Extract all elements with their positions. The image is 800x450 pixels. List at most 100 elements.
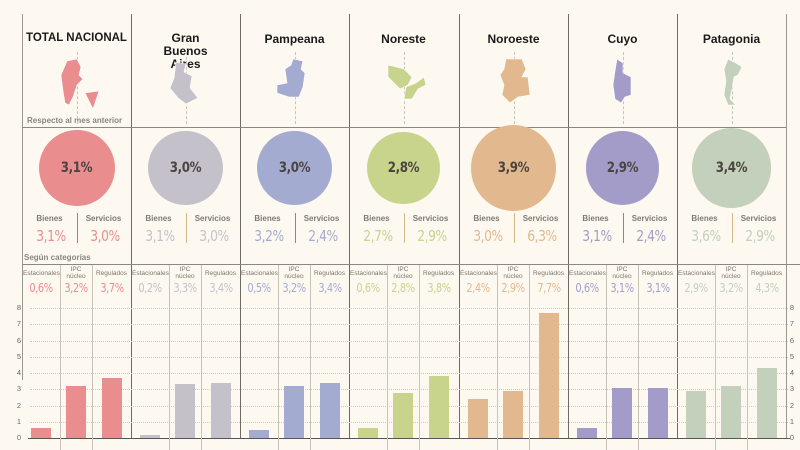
bar-estacionales xyxy=(249,429,269,438)
category-label-ipc-nucleo: IPC núcleo xyxy=(393,266,413,280)
total-value: 3,0% xyxy=(278,159,311,176)
bar-ipc-nucleo xyxy=(393,392,413,438)
bienes-label: Bienes xyxy=(363,214,390,223)
noreste-map-icon xyxy=(382,55,430,110)
category-value-estacionales: 2,9% xyxy=(684,281,708,295)
bar-ipc-nucleo xyxy=(612,387,632,438)
cuyo-map-icon xyxy=(601,55,649,110)
bar-regulados xyxy=(756,368,777,438)
subcolumn-divider xyxy=(92,265,93,450)
bienes-servicios-divider xyxy=(185,213,187,243)
servicios-value: 2,9% xyxy=(744,227,775,245)
servicios-value: 3,0% xyxy=(89,227,120,245)
bar-ipc-nucleo xyxy=(503,390,523,438)
bar-regulados xyxy=(319,382,340,438)
gridline xyxy=(30,356,788,358)
category-value-estacionales: 2,4% xyxy=(466,281,490,295)
category-label-ipc-nucleo: IPC núcleo xyxy=(284,266,304,280)
y-tick-label-right: 3 xyxy=(789,384,795,394)
total-value: 3,9% xyxy=(497,159,530,176)
bar-ipc-nucleo xyxy=(284,386,304,438)
y-tick-label-right: 4 xyxy=(789,368,795,377)
y-tick-label-right: 5 xyxy=(789,351,795,361)
category-value-ipc-nucleo: 3,3% xyxy=(173,281,197,295)
column-divider xyxy=(568,14,569,438)
subcolumn-divider xyxy=(419,265,420,450)
bienes-label: Bienes xyxy=(582,214,609,223)
category-label-regulados: Regulados xyxy=(750,270,783,277)
bienes-servicios-divider xyxy=(513,213,515,243)
category-value-estacionales: 0,6% xyxy=(575,281,599,295)
y-tick-label-right: 7 xyxy=(789,319,795,329)
subhead-monthly: Respecto al mes anterior xyxy=(27,116,123,125)
servicios-value: 6,3% xyxy=(526,227,557,245)
subcolumn-divider xyxy=(606,265,607,450)
y-tick-label-left: 0 xyxy=(16,433,22,442)
total-value: 3,1% xyxy=(60,160,93,176)
bar-estacionales xyxy=(577,428,597,438)
y-tick-label-right: 2 xyxy=(789,400,795,410)
bar-estacionales xyxy=(358,428,378,438)
y-tick-label-right: 0 xyxy=(789,433,795,442)
gridline xyxy=(30,389,788,391)
category-label-ipc-nucleo: IPC núcleo xyxy=(721,266,741,280)
servicios-label: Servicios xyxy=(194,214,231,223)
subcolumn-divider xyxy=(638,265,639,450)
total-value: 2,8% xyxy=(387,159,420,176)
y-tick-label-right: 8 xyxy=(789,303,795,312)
gridline xyxy=(30,308,788,309)
bienes-value: 3,1% xyxy=(144,227,175,245)
y-tick-label-left: 1 xyxy=(16,416,22,426)
gridline xyxy=(30,324,788,326)
y-tick-label-right: 6 xyxy=(789,335,795,345)
center-guide xyxy=(403,52,405,124)
total-circle: 3,1% xyxy=(38,130,115,206)
region-title: Pampeana xyxy=(264,32,325,46)
subcolumn-divider xyxy=(715,265,716,450)
bar-estacionales xyxy=(140,434,160,438)
bienes-servicios-divider xyxy=(622,213,624,243)
y-tick-label-left: 2 xyxy=(16,400,22,410)
total-circle: 3,9% xyxy=(470,125,557,211)
category-value-regulados: 3,4% xyxy=(208,281,233,295)
category-value-estacionales: 0,2% xyxy=(138,281,162,295)
category-value-ipc-nucleo: 3,2% xyxy=(282,281,306,295)
column-divider xyxy=(131,14,132,438)
subcolumn-divider xyxy=(310,265,311,450)
category-value-regulados: 3,1% xyxy=(645,281,670,295)
bar-regulados xyxy=(210,382,231,438)
bienes-label: Bienes xyxy=(254,214,281,223)
total-value: 3,0% xyxy=(169,159,202,176)
category-value-regulados: 7,7% xyxy=(536,281,561,295)
category-label-regulados: Regulados xyxy=(204,270,237,277)
column-divider xyxy=(240,14,241,438)
category-label-ipc-nucleo: IPC núcleo xyxy=(66,266,86,280)
category-label-estacionales: Estacionales xyxy=(350,270,387,277)
servicios-value: 2,4% xyxy=(635,227,666,245)
gridline xyxy=(30,340,788,342)
category-value-regulados: 3,7% xyxy=(99,281,124,295)
bar-regulados xyxy=(101,377,122,438)
bar-estacionales xyxy=(31,428,51,438)
bar-ipc-nucleo xyxy=(175,384,195,438)
patagonia-map-icon xyxy=(710,55,758,110)
category-label-estacionales: Estacionales xyxy=(132,270,169,277)
pampeana-map-icon xyxy=(273,55,321,110)
y-tick-label-left: 7 xyxy=(16,319,22,329)
noroeste-map-icon xyxy=(492,55,540,110)
category-value-ipc-nucleo: 2,9% xyxy=(501,281,525,295)
region-title: Patagonia xyxy=(702,32,761,46)
category-value-ipc-nucleo: 3,1% xyxy=(610,281,634,295)
bienes-label: Bienes xyxy=(473,214,500,223)
region-title: Noreste xyxy=(381,32,426,46)
category-label-regulados: Regulados xyxy=(532,270,565,277)
y-tick-label-left: 6 xyxy=(16,335,22,345)
y-tick-label-left: 3 xyxy=(16,384,22,394)
category-label-regulados: Regulados xyxy=(641,270,674,277)
servicios-label: Servicios xyxy=(303,214,340,223)
bar-regulados xyxy=(647,387,668,438)
category-label-estacionales: Estacionales xyxy=(241,270,278,277)
bienes-label: Bienes xyxy=(145,214,172,223)
category-value-regulados: 4,3% xyxy=(754,281,779,295)
category-label-ipc-nucleo: IPC núcleo xyxy=(503,266,523,280)
